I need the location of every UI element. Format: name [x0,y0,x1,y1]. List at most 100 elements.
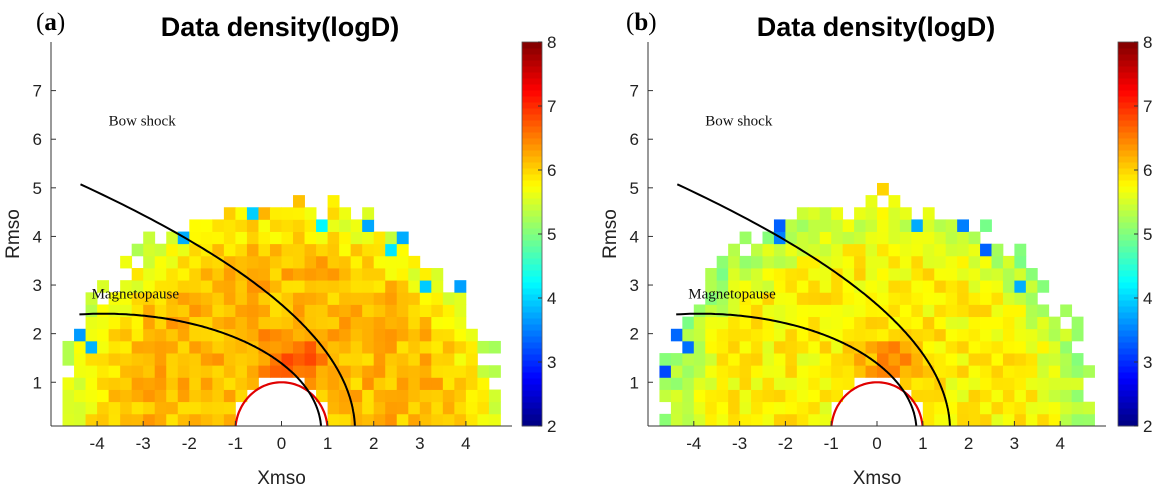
heatmap-cell [877,207,889,220]
heatmap-cell [705,304,718,318]
heatmap-cell [796,219,809,232]
heatmap-cell [339,231,352,245]
heatmap-cell [1025,292,1038,305]
heatmap-cell [327,231,340,245]
heatmap-cell [819,268,832,281]
heatmap-cell [408,401,421,415]
colorbar-segment [522,312,542,319]
heatmap-cell [945,243,958,257]
heatmap-cell [350,353,363,366]
heatmap-cell [854,340,866,354]
colorbar-segment [522,300,542,307]
heatmap-cell [888,304,901,318]
heatmap-cell [281,365,294,378]
heatmap-cell [454,340,467,354]
heatmap-cell [120,255,133,269]
heatmap-cell [773,243,786,257]
heatmap-cell [143,413,156,427]
x-tick-label: 0 [872,434,881,453]
heatmap-cell [854,365,866,378]
heatmap-cell [705,401,718,415]
heatmap-cell [189,304,202,318]
heatmap-cell [304,268,317,281]
heatmap-cell [269,231,282,245]
heatmap-cell [739,231,752,245]
heatmap-cell [716,280,729,293]
heatmap-cell [200,389,213,403]
colorbar-segment [522,90,542,97]
heatmap-cell [339,365,352,378]
heatmap-cell [454,389,467,403]
heatmap-cell [819,340,832,354]
heatmap-cell [269,316,282,330]
heatmap-cell [705,328,718,342]
heatmap-cell [246,292,259,305]
heatmap-cell [223,389,236,403]
heatmap-cell [350,328,363,342]
heatmap-cell [808,207,821,220]
heatmap-cell [785,231,798,245]
heatmap-cell [143,328,156,342]
heatmap-cell [911,280,924,293]
heatmap-cell [922,243,935,257]
heatmap-cell [693,401,706,415]
heatmap-cell [808,292,821,305]
colorbar-segment [522,108,542,115]
heatmap-cell [796,304,809,318]
heatmap-cell [1002,268,1015,281]
heatmap-cell [189,389,202,403]
heatmap-cell [396,268,409,281]
heatmap-cell [899,280,912,293]
heatmap-cell [246,328,259,342]
heatmap-cell [327,377,340,390]
heatmap-cell [431,377,444,390]
colorbar-segment [522,60,542,67]
heatmap-cell [131,340,144,354]
heatmap-cell [888,328,901,342]
heatmap-cell [120,280,133,293]
heatmap-cell [85,413,98,427]
heatmap-cell [922,328,935,342]
heatmap-cell [773,219,786,232]
heatmap-cell [854,243,866,257]
heatmap-cell [304,292,317,305]
heatmap-cell [373,401,386,415]
heatmap-cell [396,316,409,330]
heatmap-cell [85,292,98,305]
heatmap-cell [327,328,340,342]
heatmap-cell [108,353,121,366]
heatmap-cell [854,255,866,269]
heatmap-cell [911,268,924,281]
colorbar-segment [1118,96,1138,103]
heatmap-cell [911,292,924,305]
heatmap-cell [200,219,213,232]
heatmap-cell [705,268,718,281]
heatmap-cell [911,243,924,257]
heatmap-cell [316,353,328,366]
heatmap-cell [842,280,855,293]
heatmap-cell [808,365,821,378]
heatmap-cell [385,377,398,390]
heatmap-cell [922,377,935,390]
heatmap-cell [304,207,317,220]
heatmap-cell [705,389,718,403]
colorbar-segment [522,396,542,403]
heatmap-cell [281,280,294,293]
x-tick-label: -1 [228,434,243,453]
heatmap-cell [166,304,179,318]
heatmap-cell [223,377,236,390]
heatmap-cell [362,207,375,220]
heatmap-cell [419,413,432,427]
heatmap-cell [396,243,409,257]
heatmap-cell [373,268,386,281]
heatmap-cell [177,365,190,378]
heatmap-cell [200,292,213,305]
heatmap-cell [842,365,855,378]
colorbar-segment [522,240,542,247]
heatmap-cell [120,316,133,330]
heatmap-cell [831,280,844,293]
heatmap-cell [682,365,695,378]
heatmap-cell [293,195,305,208]
heatmap-cell [419,365,432,378]
heatmap-cell [1048,389,1061,403]
